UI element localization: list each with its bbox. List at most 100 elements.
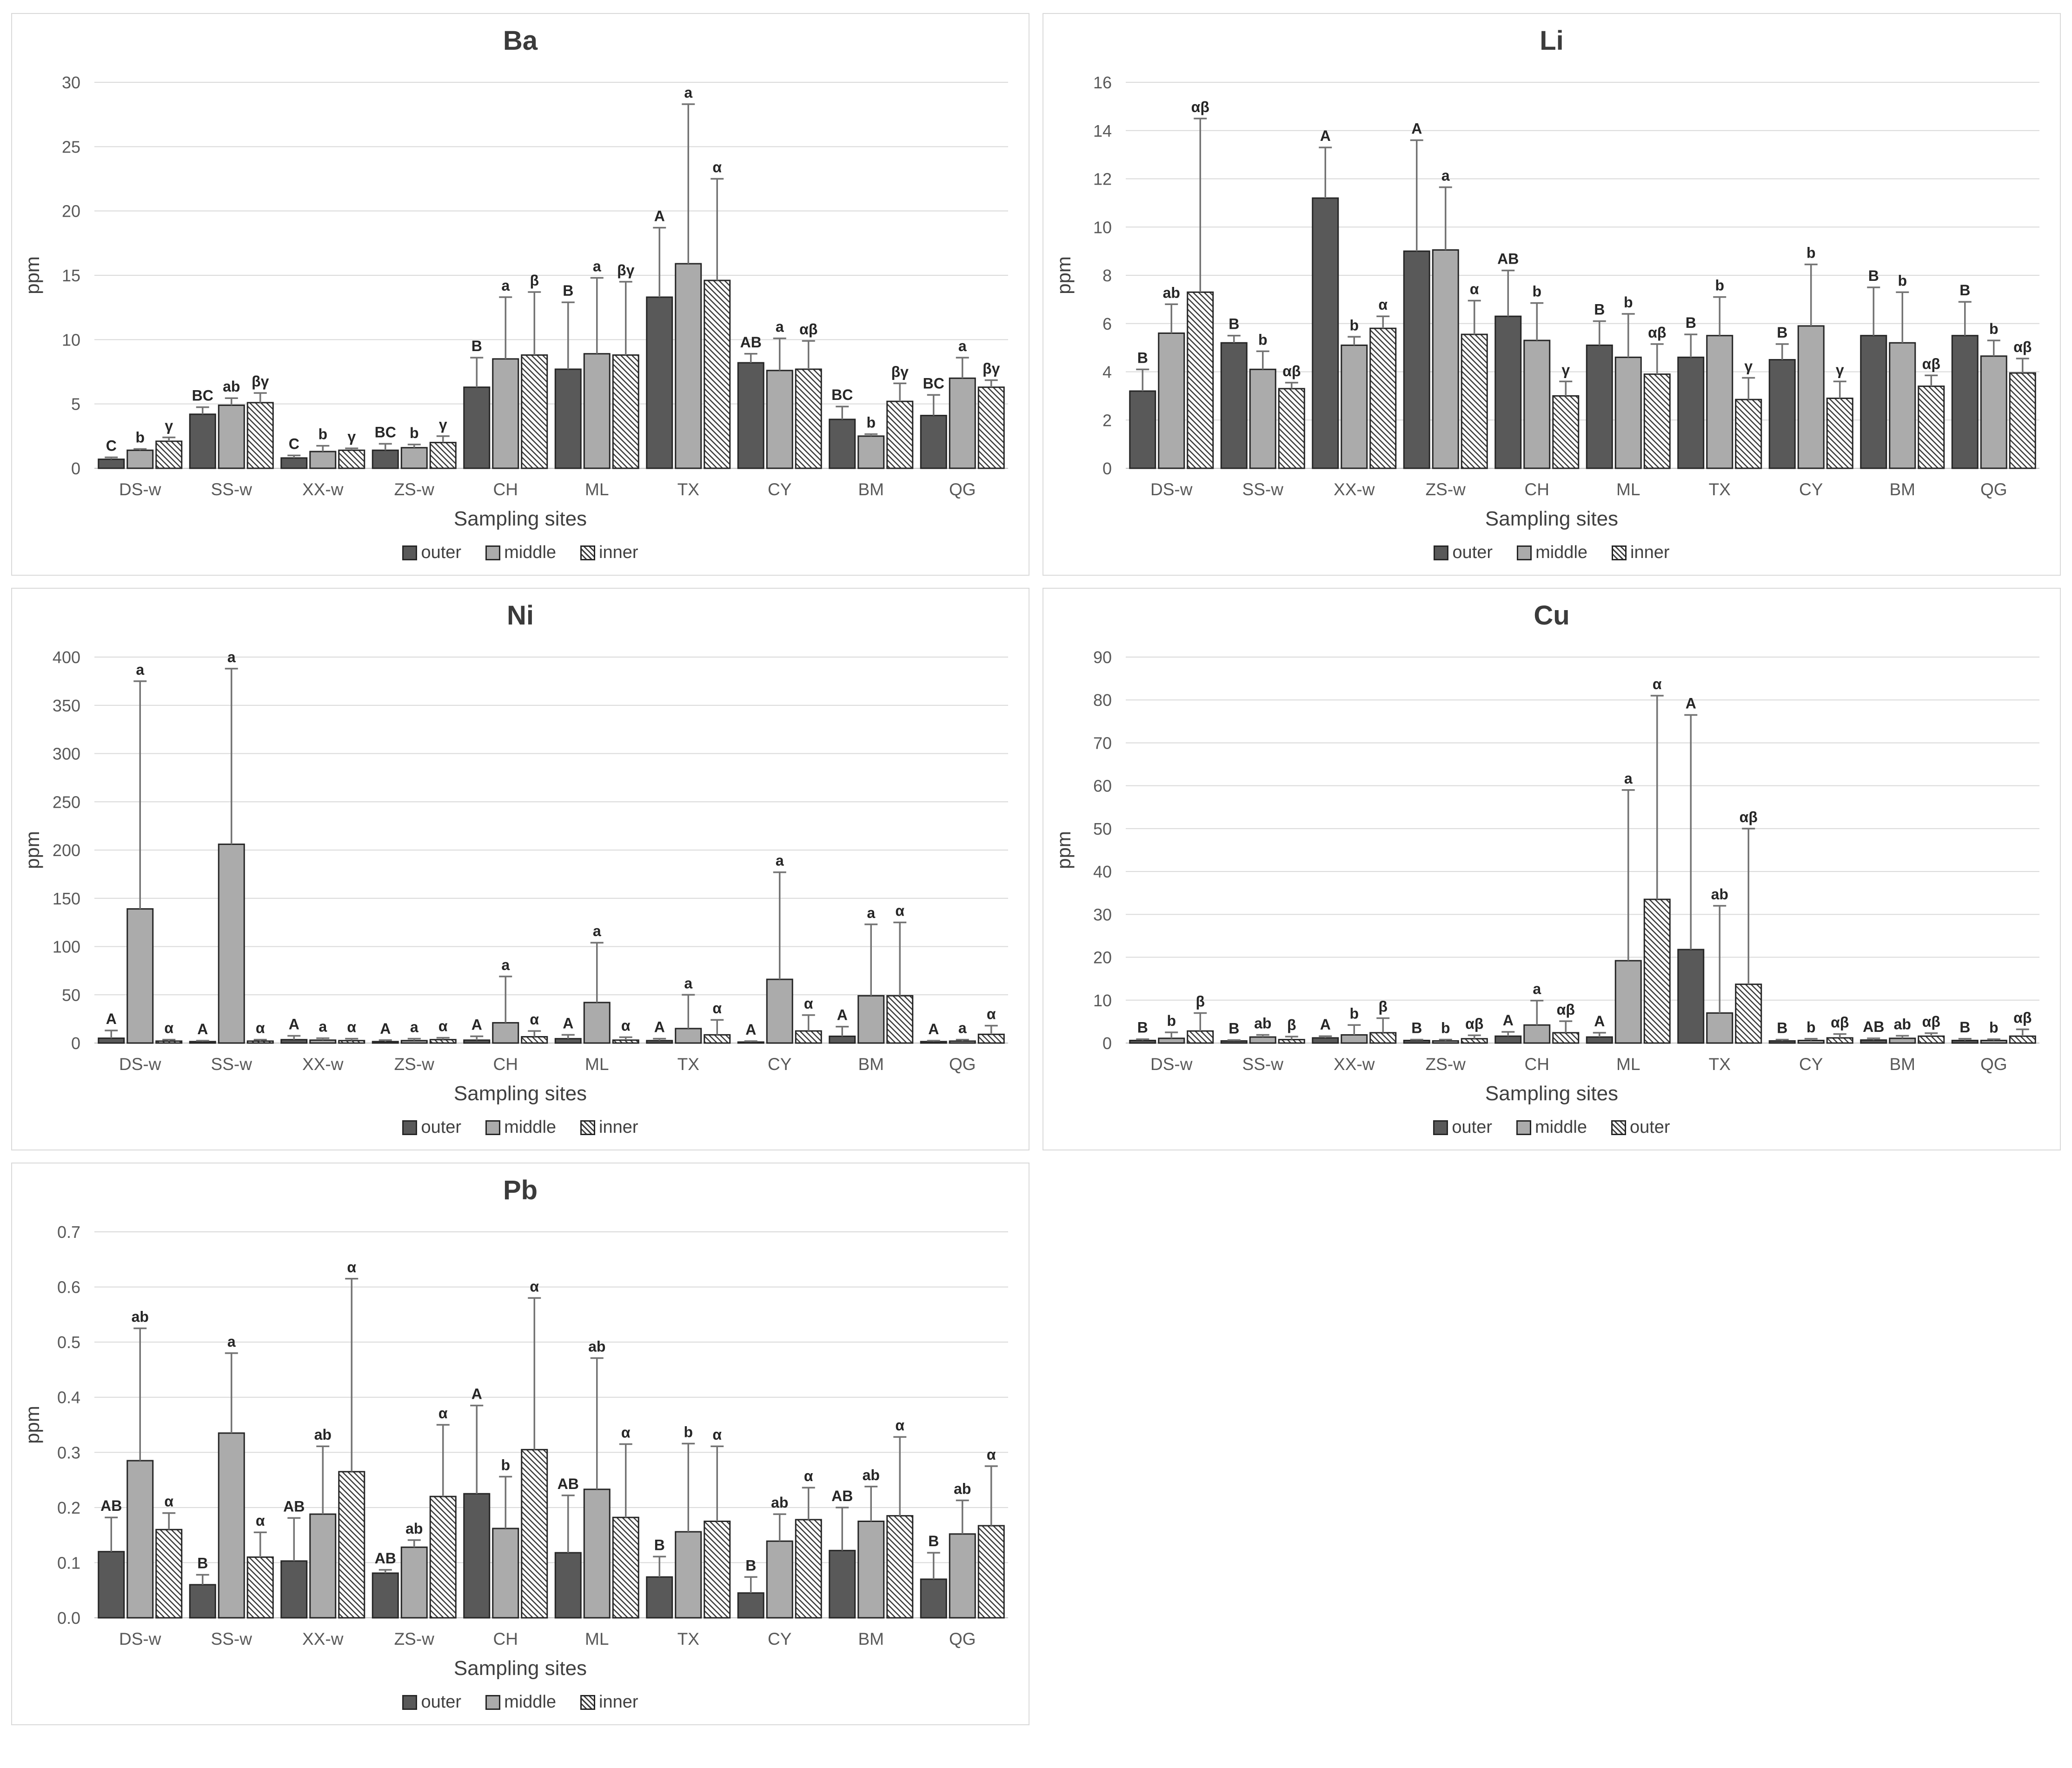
- significance-label: α: [712, 159, 722, 176]
- significance-label: ab: [1163, 284, 1180, 301]
- y-tick-label: 5: [71, 395, 80, 414]
- significance-label: A: [472, 1386, 482, 1402]
- significance-label: C: [289, 435, 299, 452]
- significance-label: b: [1624, 294, 1633, 311]
- significance-label: AB: [1863, 1018, 1884, 1035]
- bar-inner: [155, 1529, 183, 1619]
- bar-middle: [949, 1533, 976, 1619]
- significance-label: α: [164, 1493, 173, 1510]
- bar-outer: [554, 368, 582, 469]
- bar-middle: [492, 1528, 519, 1619]
- significance-label: a: [684, 84, 692, 101]
- significance-label: αβ: [1557, 1001, 1575, 1018]
- x-tick-label: CY: [768, 1629, 791, 1648]
- x-tick-label: CH: [493, 480, 518, 499]
- y-tick-label: 0: [1102, 459, 1112, 478]
- legend-item-outer: outer: [402, 1692, 461, 1712]
- significance-label: B: [1777, 324, 1787, 341]
- y-tick-label: 0.5: [57, 1333, 80, 1352]
- y-tick-label: 0.1: [57, 1553, 80, 1572]
- significance-label: αβ: [1648, 324, 1666, 341]
- bar-middle: [1614, 960, 1642, 1044]
- y-tick-label: 40: [1093, 862, 1112, 881]
- bar-inner: [612, 1039, 639, 1044]
- x-tick-label: CH: [1525, 1055, 1549, 1074]
- bar-outer: [920, 415, 947, 469]
- x-tick-label: QG: [1980, 480, 2007, 499]
- bar-series-outer: AB B AB AB A AB B B AB B: [98, 1386, 947, 1619]
- significance-label: b: [1806, 245, 1816, 261]
- significance-label: ab: [132, 1309, 149, 1325]
- significance-label: a: [776, 852, 784, 869]
- x-tick-label: SS-w: [211, 1629, 252, 1648]
- significance-label: b: [1715, 277, 1724, 294]
- significance-label: AB: [283, 1498, 305, 1515]
- y-tick-label: 200: [53, 841, 80, 860]
- significance-label: B: [1229, 1020, 1239, 1037]
- bar-inner: [429, 1039, 457, 1044]
- significance-label: ab: [405, 1520, 423, 1537]
- x-tick-label: TX: [677, 1055, 699, 1074]
- bar-middle: [1523, 339, 1551, 469]
- bar-middle: [492, 1022, 519, 1044]
- x-tick-label: BM: [858, 480, 884, 499]
- significance-label: α: [1653, 676, 1662, 692]
- bar-inner: [338, 449, 365, 469]
- bar-series-middle: b ab b b a a ab b ab b: [1158, 770, 2007, 1044]
- legend-item-outer: outer: [1433, 1117, 1492, 1137]
- bar-inner: [704, 1521, 731, 1619]
- significance-label: AB: [831, 1488, 853, 1504]
- x-axis-label: Sampling sites: [1485, 1082, 1619, 1105]
- bar-inner: [886, 400, 914, 469]
- significance-label: α: [621, 1424, 631, 1441]
- bar-series-inner: αβ αβ α α γ αβ γ γ αβ αβ: [1187, 99, 2036, 469]
- bar-inner: [246, 402, 274, 469]
- significance-label: a: [501, 277, 510, 294]
- bar-inner: [886, 1515, 914, 1619]
- legend-item-middle: middle: [1516, 1117, 1587, 1137]
- significance-label: b: [318, 426, 327, 443]
- bar-outer: [1129, 1039, 1156, 1044]
- significance-label: AB: [100, 1497, 122, 1514]
- bar-middle: [1341, 1034, 1368, 1044]
- legend-swatch-inner: [1612, 545, 1627, 560]
- significance-label: αβ: [1282, 363, 1301, 379]
- significance-label: a: [593, 258, 601, 275]
- bar-outer: [1220, 1040, 1248, 1044]
- significance-label: B: [928, 1533, 939, 1549]
- legend-label: middle: [504, 1692, 557, 1712]
- y-tick-label: 300: [53, 744, 80, 764]
- bar-outer: [1494, 315, 1522, 469]
- significance-label: b: [866, 414, 876, 431]
- bar-middle: [126, 908, 154, 1044]
- bar-outer: [463, 1493, 491, 1619]
- bar-series-inner: α α α α α α α α α α: [155, 903, 1005, 1044]
- legend-swatch-outer: [402, 545, 418, 560]
- bar-middle: [1158, 332, 1185, 469]
- empty-cell: [1043, 1163, 2061, 1725]
- x-tick-label: XX-w: [302, 480, 344, 499]
- bar-inner: [1552, 1032, 1580, 1044]
- significance-label: A: [654, 1019, 665, 1036]
- significance-label: A: [106, 1010, 117, 1027]
- significance-label: ab: [588, 1338, 605, 1355]
- significance-label: ab: [314, 1426, 332, 1443]
- significance-label: α: [1378, 296, 1388, 313]
- bar-middle: [309, 1039, 337, 1044]
- bar-middle: [1341, 344, 1368, 469]
- bar-middle: [309, 1513, 337, 1619]
- x-tick-label: CY: [768, 1055, 791, 1074]
- legend-swatch-outer: [1433, 1120, 1448, 1135]
- bar-inner: [1735, 984, 1762, 1044]
- bar-inner: [429, 442, 457, 469]
- legend-label: inner: [599, 1117, 638, 1137]
- significance-label: a: [1441, 167, 1450, 184]
- significance-label: B: [745, 1557, 756, 1574]
- bar-outer: [829, 1549, 856, 1619]
- significance-label: γ: [1561, 361, 1570, 378]
- y-tick-label: 16: [1093, 73, 1112, 92]
- y-tick-label: 30: [1093, 905, 1112, 924]
